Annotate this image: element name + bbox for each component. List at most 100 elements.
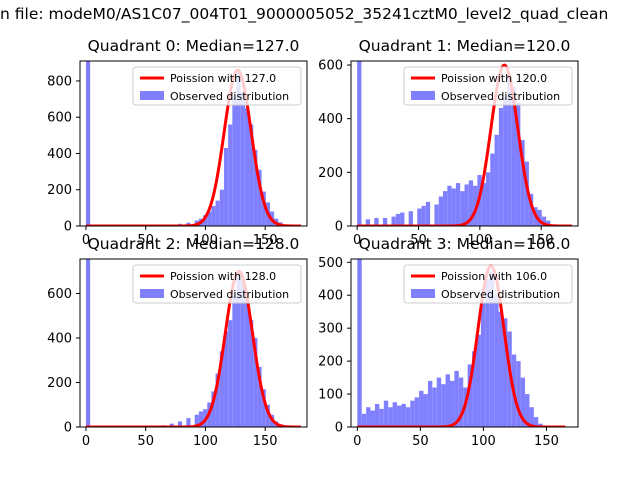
histogram-bar [400,212,405,226]
legend: Poission with 128.0 Observed distribution [132,264,302,304]
axes-frame [79,60,308,227]
histogram-bar [494,295,499,427]
histogram-bar [249,320,254,427]
histogram-bar [425,201,431,226]
histogram-bar [265,404,270,427]
histogram-bar [494,134,499,226]
x-tick-label: 100 [471,434,496,449]
histogram-bar [423,394,428,427]
histogram-bar [379,408,384,427]
histogram-bar [388,407,393,427]
histogram-bar [244,297,250,427]
histogram-bar [485,172,491,226]
y-tick-label: 600 [318,59,343,74]
x-tick-label: 150 [529,233,554,248]
histogram-bar [228,320,233,427]
histogram-bar [365,219,371,226]
histogram-bar [490,153,495,226]
histogram-bar [261,191,266,226]
histogram-bar [498,107,504,226]
poisson-curve [85,68,302,226]
legend-bar-swatch [411,91,435,100]
histogram-bar [219,351,224,427]
histogram-bar [524,161,529,226]
subplot-title: Quadrant 3: Median=106.0 [359,235,571,253]
y-tick-label: 100 [318,388,343,403]
histogram-bar [186,418,191,427]
histogram-bar [468,180,474,226]
subplot-quadrant-2: 0 50 100 150 0 200 400 600 Quadrant 2: Median=12… [47,235,308,449]
histogram-bar [361,413,367,427]
histogram-bar [244,108,250,226]
histogram-bar [419,390,424,427]
axes-frame [350,258,579,428]
figure-suptitle: n file: modeM0/AS1C07_004T01_9000005052_… [0,5,608,24]
histogram-bar [85,259,91,427]
legend: Poission with 120.0 Observed distribution [403,66,573,106]
subplot-title: Quadrant 2: Median=128.0 [88,235,300,253]
histogram-bar [240,91,245,226]
histogram-bar [382,217,388,226]
histogram-bar [421,205,426,226]
legend: Poission with 127.0 Observed distribution [132,66,302,106]
histogram-bar [498,311,503,427]
histogram-bars [85,61,287,226]
histogram-bar [458,377,464,427]
histogram-bar [481,183,486,226]
axes-frame [79,258,308,428]
histogram-bar [541,216,547,226]
histogram-bar [476,334,481,427]
y-tick-label: 600 [47,287,72,302]
legend-box [132,264,302,304]
histogram-bar [480,301,486,427]
histogram-bar [472,351,477,427]
y-tick-label: 800 [47,74,72,89]
histogram-bar [228,124,233,226]
x-tick-label: 100 [193,233,218,248]
legend: Poission with 106.0 Observed distribution [403,264,573,304]
histogram-bar [366,407,371,427]
histogram-bar [434,204,439,226]
histogram-bar [516,361,521,427]
y-tick-label: 200 [47,376,72,391]
x-tick-label: 0 [353,434,361,449]
histogram-bar [219,189,224,226]
histogram-bar [525,394,530,427]
histogram-bar [240,280,245,427]
histogram-bar [405,407,411,427]
histogram-bar [374,217,379,226]
legend-box [132,66,302,106]
histogram-bar [232,97,237,226]
legend-line-label: Poission with 127.0 [170,72,276,85]
x-tick-label: 0 [82,233,90,248]
histogram-bar [253,149,258,226]
y-tick-label: 0 [335,220,343,235]
histogram-bar [211,391,216,427]
histogram-bar [401,403,406,427]
histogram-bar [257,169,262,226]
legend-bar-swatch [140,289,164,298]
histogram-bar [436,377,442,427]
legend-bar-label: Observed distribution [441,90,560,103]
histogram-bar [520,377,526,427]
histogram-bar [511,86,517,226]
subplot-title: Quadrant 0: Median=127.0 [88,37,300,55]
histogram-bar [236,70,241,226]
histogram-bar [438,196,444,226]
histogram-bar [432,387,437,427]
subplot-quadrant-1: 0 50 100 150 0 200 400 600 Quadrant 1: Median=12… [318,37,579,248]
histogram-bar [441,384,446,427]
histogram-bar [215,200,220,226]
histogram-bar [249,124,254,226]
histogram-bar [357,61,362,226]
y-tick-label: 400 [318,289,343,304]
y-tick-label: 200 [47,183,72,198]
histogram-bar [414,397,420,427]
histogram-bar [467,364,473,427]
histogram-bar [257,366,262,427]
histogram-bar [447,185,452,226]
x-tick-label: 0 [353,233,361,248]
y-tick-label: 0 [64,220,72,235]
legend-bar-label: Observed distribution [170,90,289,103]
